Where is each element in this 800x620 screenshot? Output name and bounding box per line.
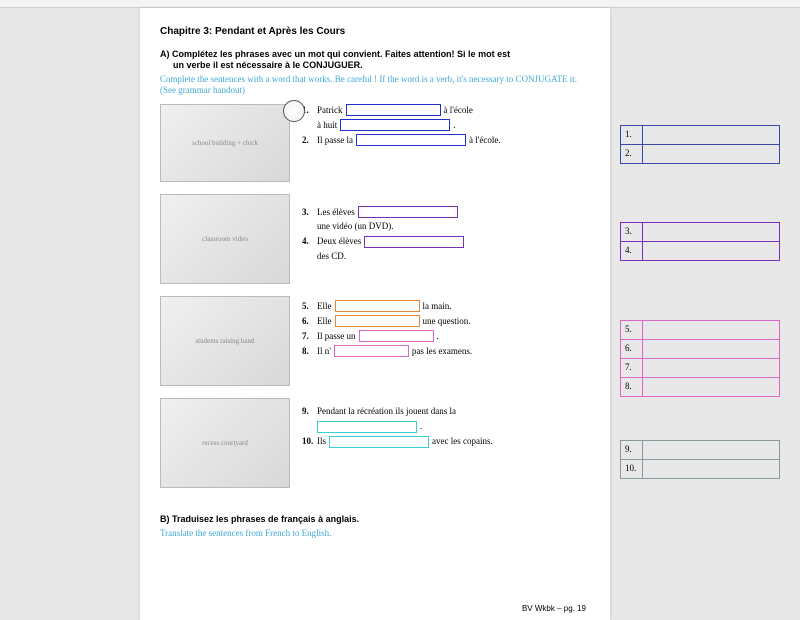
q10-num: 10. [302, 436, 314, 447]
partB: B) Traduisez les phrases de français à a… [160, 514, 590, 539]
ans-4-cell[interactable] [643, 242, 779, 260]
ans-8-cell[interactable] [643, 378, 779, 396]
ans-7-cell[interactable] [643, 359, 779, 377]
q9-num: 9. [302, 406, 314, 417]
ans-2-cell[interactable] [643, 145, 779, 163]
questions-4: 9.Pendant la récréation ils jouent dans … [302, 398, 590, 450]
q6-pre: Elle [317, 316, 332, 327]
q9-pre: Pendant la récréation ils jouent dans la [317, 406, 456, 417]
ans-9-cell[interactable] [643, 441, 779, 459]
q3-blank[interactable] [358, 206, 458, 218]
q1-pre: Patrick [317, 105, 343, 116]
partB-instruction-fr: B) Traduisez les phrases de français à a… [160, 514, 590, 526]
q8-num: 8. [302, 346, 314, 357]
ans-3-cell[interactable] [643, 223, 779, 241]
ans-6-cell[interactable] [643, 340, 779, 358]
q3b-text: une vidéo (un DVD). [317, 221, 393, 232]
section-4: recess courtyard 9.Pendant la récréation… [160, 398, 590, 488]
ans-3-num: 3. [621, 223, 643, 241]
q1-post: à l'école [444, 105, 473, 116]
q6-post: une question. [423, 316, 471, 327]
illustration-3: students raising hand [160, 296, 290, 386]
partB-instruction-eng: Translate the sentences from French to E… [160, 528, 590, 539]
q1b-post: . [453, 120, 455, 131]
ans-8-num: 8. [621, 378, 643, 396]
q6-num: 6. [302, 316, 314, 327]
q4-pre: Deux élèves [317, 236, 361, 247]
q9-blank[interactable] [317, 421, 417, 433]
ans-10-cell[interactable] [643, 460, 779, 478]
q10-blank[interactable] [329, 436, 429, 448]
q1-blank[interactable] [346, 104, 441, 116]
partA-instruction-fr: A) Complétez les phrases avec un mot qui… [160, 49, 590, 72]
q4-blank[interactable] [364, 236, 464, 248]
q4b-text: des CD. [317, 251, 346, 262]
answer-panel-4: 9. 10. [620, 440, 780, 479]
illustration-2: classroom video [160, 194, 290, 284]
answer-panel-1: 1. 2. [620, 125, 780, 164]
section-2: classroom video 3.Les élèves une vidéo (… [160, 194, 590, 284]
q7-pre: Il passe un [317, 331, 356, 342]
q8-post: pas les examens. [412, 346, 472, 357]
q5-num: 5. [302, 301, 314, 312]
q10-post: avec les copains. [432, 436, 493, 447]
answer-panel-3: 5. 6. 7. 8. [620, 320, 780, 397]
partA-fr-line2: un verbe il est nécessaire à le CONJUGUE… [160, 60, 590, 72]
q5-blank[interactable] [335, 300, 420, 312]
q2-blank[interactable] [356, 134, 466, 146]
ans-10-num: 10. [621, 460, 643, 478]
q10-pre: Ils [317, 436, 326, 447]
partA-instruction-eng: Complete the sentences with a word that … [160, 74, 590, 97]
q2-num: 2. [302, 135, 314, 146]
q1b-blank[interactable] [340, 119, 450, 131]
ruler-area [0, 0, 800, 8]
questions-3: 5.Elle la main. 6.Elle une question. 7.Il … [302, 296, 590, 360]
q9-post: . [420, 421, 422, 432]
q6-blank[interactable] [335, 315, 420, 327]
q7-blank[interactable] [359, 330, 434, 342]
page-footer: BV Wkbk – pg. 19 [522, 604, 586, 614]
page: Chapitre 3: Pendant et Après les Cours A… [140, 8, 610, 620]
q8-pre: Il n' [317, 346, 331, 357]
ans-5-num: 5. [621, 321, 643, 339]
ans-1-num: 1. [621, 126, 643, 144]
q7-post: . [437, 331, 439, 342]
q2-post: à l'école. [469, 135, 501, 146]
chapter-title: Chapitre 3: Pendant et Après les Cours [160, 26, 590, 39]
q3-pre: Les élèves [317, 207, 355, 218]
answer-panel-2: 3. 4. [620, 222, 780, 261]
partA-fr-line1: A) Complétez les phrases avec un mot qui… [160, 49, 510, 59]
q1b-pre: à huit [317, 120, 337, 131]
q8-blank[interactable] [334, 345, 409, 357]
ans-6-num: 6. [621, 340, 643, 358]
section-3: students raising hand 5.Elle la main. 6.E… [160, 296, 590, 386]
questions-2: 3.Les élèves une vidéo (un DVD). 4.Deux … [302, 194, 590, 265]
illustration-4: recess courtyard [160, 398, 290, 488]
questions-1: 1.Patrickà l'école à huit. 2.Il passe la… [302, 104, 590, 149]
section-1: school building + clock 1.Patrickà l'éco… [160, 104, 590, 182]
q2-pre: Il passe la [317, 135, 353, 146]
q5-post: la main. [423, 301, 452, 312]
q3-num: 3. [302, 207, 314, 218]
ans-7-num: 7. [621, 359, 643, 377]
q5-pre: Elle [317, 301, 332, 312]
q4-num: 4. [302, 236, 314, 247]
ans-2-num: 2. [621, 145, 643, 163]
ans-9-num: 9. [621, 441, 643, 459]
q7-num: 7. [302, 331, 314, 342]
ans-1-cell[interactable] [643, 126, 779, 144]
ans-5-cell[interactable] [643, 321, 779, 339]
ans-4-num: 4. [621, 242, 643, 260]
illustration-1: school building + clock [160, 104, 290, 182]
